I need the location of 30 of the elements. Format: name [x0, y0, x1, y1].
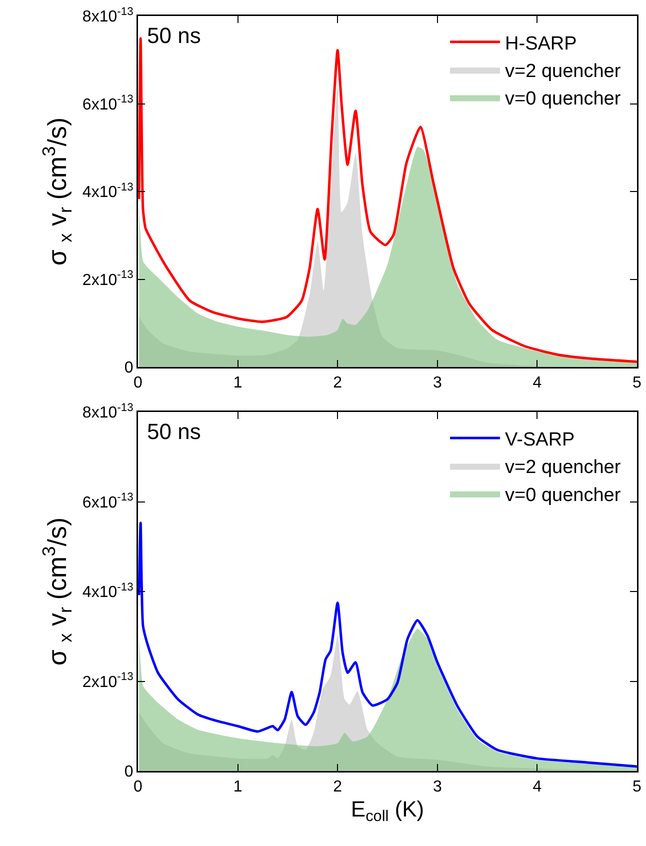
- x-tick-label: 5: [632, 374, 642, 392]
- annotation: 50 ns: [147, 23, 201, 48]
- line-series: [138, 522, 637, 768]
- legend-label: v=2 quencher: [505, 60, 622, 82]
- x-tick-label: 4: [532, 778, 542, 796]
- x-tick-label: 1: [233, 374, 242, 392]
- x-tick-label: 4: [532, 374, 542, 392]
- y-tick-label: 6x10$^{-13}$: [82, 492, 134, 512]
- legend-label: V-SARP: [505, 429, 575, 450]
- x-tick-label: 3: [432, 778, 442, 796]
- x-axis-title: E$_{coll}$ (K): [350, 796, 424, 825]
- y-tick-label: 8x10$^{-13}$: [82, 6, 134, 26]
- y-tick-label: 0: [124, 764, 134, 781]
- x-tick-label: 1: [233, 778, 242, 796]
- y-tick-label: 2x10$^{-13}$: [82, 671, 134, 691]
- legend-label: v=2 quencher: [505, 457, 622, 478]
- annotation: 50 ns: [147, 419, 201, 444]
- y-tick-label: 4x10$^{-13}$: [82, 581, 134, 602]
- y-tick-label: 6x10$^{-13}$: [82, 94, 134, 114]
- x-tick-label: 2: [333, 778, 342, 796]
- x-tick-label: 3: [432, 374, 442, 392]
- y-tick-label: 2x10$^{-13}$: [82, 269, 134, 289]
- legend-label: H-SARP: [505, 33, 577, 54]
- legend-label: v=0 quencher: [505, 88, 622, 110]
- x-tick-label: 5: [632, 778, 642, 796]
- y-tick-label: 4x10$^{-13}$: [82, 181, 134, 202]
- y-tick-label: 8x10$^{-13}$: [82, 402, 134, 422]
- y-tick-label: 0: [124, 360, 134, 377]
- x-tick-label: 2: [333, 374, 342, 392]
- legend-label: v=0 quencher: [505, 484, 622, 506]
